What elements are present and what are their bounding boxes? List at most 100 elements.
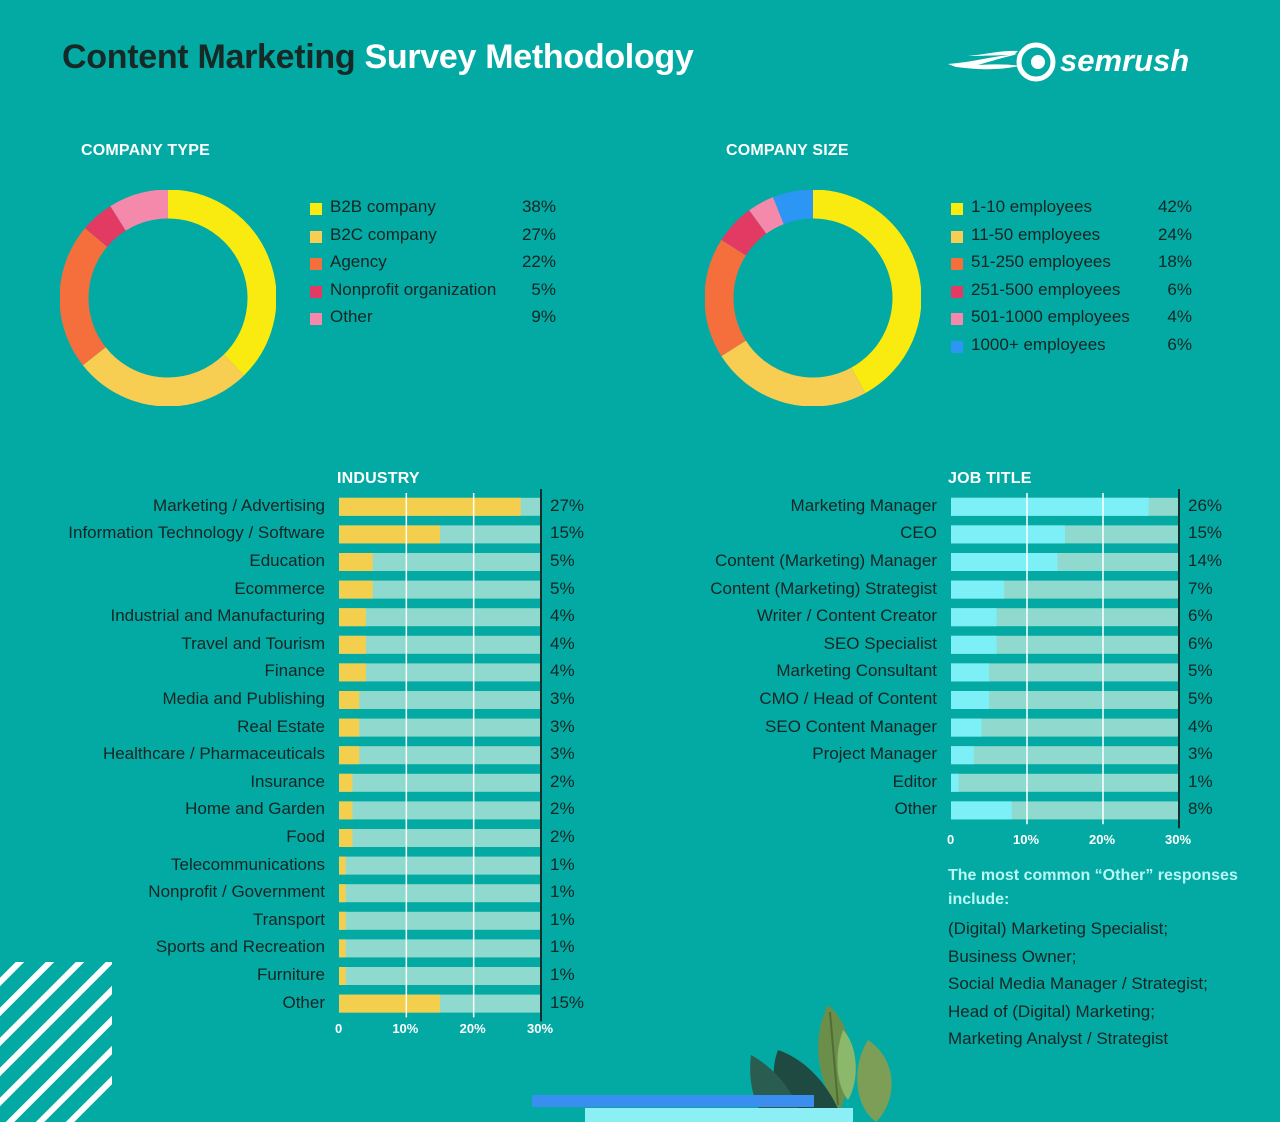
bar-track-finance xyxy=(339,663,541,682)
donut-slice-251-500-employees xyxy=(721,210,767,256)
bar-label-ceo: CEO xyxy=(900,523,937,543)
legend-label: 51-250 employees xyxy=(971,252,1111,272)
bar-food xyxy=(339,829,353,847)
bar-transport xyxy=(339,911,346,930)
legend-item-501-1000-employees: 501-1000 employees 4% xyxy=(951,307,1192,337)
bar-label-ecommerce: Ecommerce xyxy=(234,578,325,598)
legend-value: 24% xyxy=(1157,224,1192,244)
other-responses-heading: The most common “Other” responses includ… xyxy=(948,867,1238,908)
plant-leaves-decoration xyxy=(750,1005,892,1122)
bar-track-seo-specialist xyxy=(951,635,1179,654)
bar-track-nonprofit-government xyxy=(339,884,541,903)
bar-label-marketing-advertising: Marketing / Advertising xyxy=(153,495,325,515)
bar-track-media-and-publishing xyxy=(339,691,541,709)
light-bar-decoration xyxy=(585,1108,853,1122)
bar-label-industrial-and-manufacturing: Industrial and Manufacturing xyxy=(110,606,325,626)
bar-label-content-marketing-strategist: Content (Marketing) Strategist xyxy=(710,578,937,598)
other-response-item: Marketing Analyst / Strategist xyxy=(948,1029,1169,1048)
legend-value: 5% xyxy=(531,279,556,299)
bar-other xyxy=(339,994,440,1013)
bar-value-marketing-advertising: 27% xyxy=(550,495,585,515)
title-part-1: Content Marketing xyxy=(62,38,356,76)
legend-swatch xyxy=(951,258,963,271)
bar-value-ceo: 15% xyxy=(1188,523,1223,543)
bar-track-industrial-and-manufacturing xyxy=(339,608,541,627)
legend-item-51-250-employees: 51-250 employees 18% xyxy=(951,252,1192,282)
bar-track-education xyxy=(339,553,541,571)
bar-content-marketing-strategist xyxy=(951,580,1005,599)
bar-value-education: 5% xyxy=(550,551,575,570)
tick-label: 30% xyxy=(1165,832,1192,848)
industry-heading: INDUSTRY xyxy=(337,470,420,487)
bar-track-transport xyxy=(339,911,541,930)
legend-value: 6% xyxy=(1167,335,1192,354)
legend-label: Nonprofit organization xyxy=(330,279,497,299)
legend-item-1000-employees: 1000+ employees 6% xyxy=(951,335,1192,365)
bar-value-travel-and-tourism: 4% xyxy=(550,633,575,653)
bar-track-cmo-head-of-content xyxy=(951,691,1179,709)
bar-cmo-head-of-content xyxy=(951,691,989,709)
bar-value-marketing-manager: 26% xyxy=(1188,495,1223,515)
donut-slice-1-10-employees xyxy=(812,190,921,394)
bar-ceo xyxy=(951,525,1065,544)
bar-marketing-manager xyxy=(951,497,1149,516)
company-size-legend: 1-10 employees 42% 11-50 employees 24% 51-25… xyxy=(951,197,1196,369)
brand-wordmark: semrush xyxy=(1060,43,1190,78)
bar-track-travel-and-tourism xyxy=(339,635,541,654)
bar-value-nonprofit-government: 1% xyxy=(550,882,575,902)
legend-swatch xyxy=(951,203,963,215)
bar-label-finance: Finance xyxy=(264,661,325,681)
donut-slice-51-250-employees xyxy=(705,239,747,357)
page-title: Content Marketing Survey Methodology xyxy=(62,38,694,77)
bar-value-ecommerce: 5% xyxy=(550,578,575,598)
bar-home-and-garden xyxy=(339,801,353,820)
donut-slice-11-50-employees xyxy=(721,340,866,406)
legend-label: B2B company xyxy=(330,197,436,216)
legend-swatch xyxy=(951,285,963,298)
bar-track-ecommerce xyxy=(339,580,541,599)
legend-swatch xyxy=(310,285,322,298)
bar-track-insurance xyxy=(339,773,541,792)
legend-item-11-50-employees: 11-50 employees 24% xyxy=(951,224,1192,255)
bar-track-sports-and-recreation xyxy=(339,939,541,958)
bar-label-marketing-manager: Marketing Manager xyxy=(790,495,937,515)
stripes-decoration xyxy=(0,962,112,1122)
bar-marketing-consultant xyxy=(951,663,989,682)
bar-value-information-technology-software: 15% xyxy=(550,523,585,543)
donut-slice-b2b-company xyxy=(167,190,276,376)
legend-value: 9% xyxy=(531,307,556,327)
legend-swatch xyxy=(310,258,322,271)
bar-label-healthcare-pharmaceuticals: Healthcare / Pharmaceuticals xyxy=(102,744,325,764)
bar-other xyxy=(951,801,1012,820)
other-response-item: Social Media Manager / Strategist; xyxy=(948,974,1208,993)
donut-slice-agency xyxy=(60,228,108,366)
bar-value-finance: 4% xyxy=(550,661,575,681)
bar-sports-and-recreation xyxy=(339,939,346,958)
bar-healthcare-pharmaceuticals xyxy=(339,746,360,765)
bar-ecommerce xyxy=(339,580,373,599)
title-part-2: Survey Methodology xyxy=(364,38,694,76)
bar-track-food xyxy=(339,829,541,847)
bar-value-seo-specialist: 6% xyxy=(1188,633,1213,653)
bar-label-telecommunications: Telecommunications xyxy=(170,854,325,874)
legend-swatch xyxy=(951,341,963,353)
fireball-icon xyxy=(948,42,1056,82)
bar-track-telecommunications xyxy=(339,856,541,875)
legend-swatch xyxy=(310,313,322,326)
bar-value-sports-and-recreation: 1% xyxy=(550,937,575,957)
legend-swatch xyxy=(310,203,322,215)
bar-information-technology-software xyxy=(339,525,440,544)
legend-item-other: Other 9% xyxy=(310,307,556,337)
bar-value-furniture: 1% xyxy=(550,965,575,984)
legend-label: 1-10 employees xyxy=(971,197,1092,216)
legend-value: 27% xyxy=(521,224,556,244)
bar-track-writer-content-creator xyxy=(951,608,1179,627)
bar-label-food: Food xyxy=(286,827,325,846)
bar-writer-content-creator xyxy=(951,608,997,627)
bar-track-project-manager xyxy=(951,746,1179,765)
bar-track-healthcare-pharmaceuticals xyxy=(339,746,541,765)
bar-label-insurance: Insurance xyxy=(250,771,325,791)
legend-label: 251-500 employees xyxy=(971,279,1121,299)
bar-label-marketing-consultant: Marketing Consultant xyxy=(776,661,937,681)
bar-plot-area xyxy=(339,489,542,1022)
